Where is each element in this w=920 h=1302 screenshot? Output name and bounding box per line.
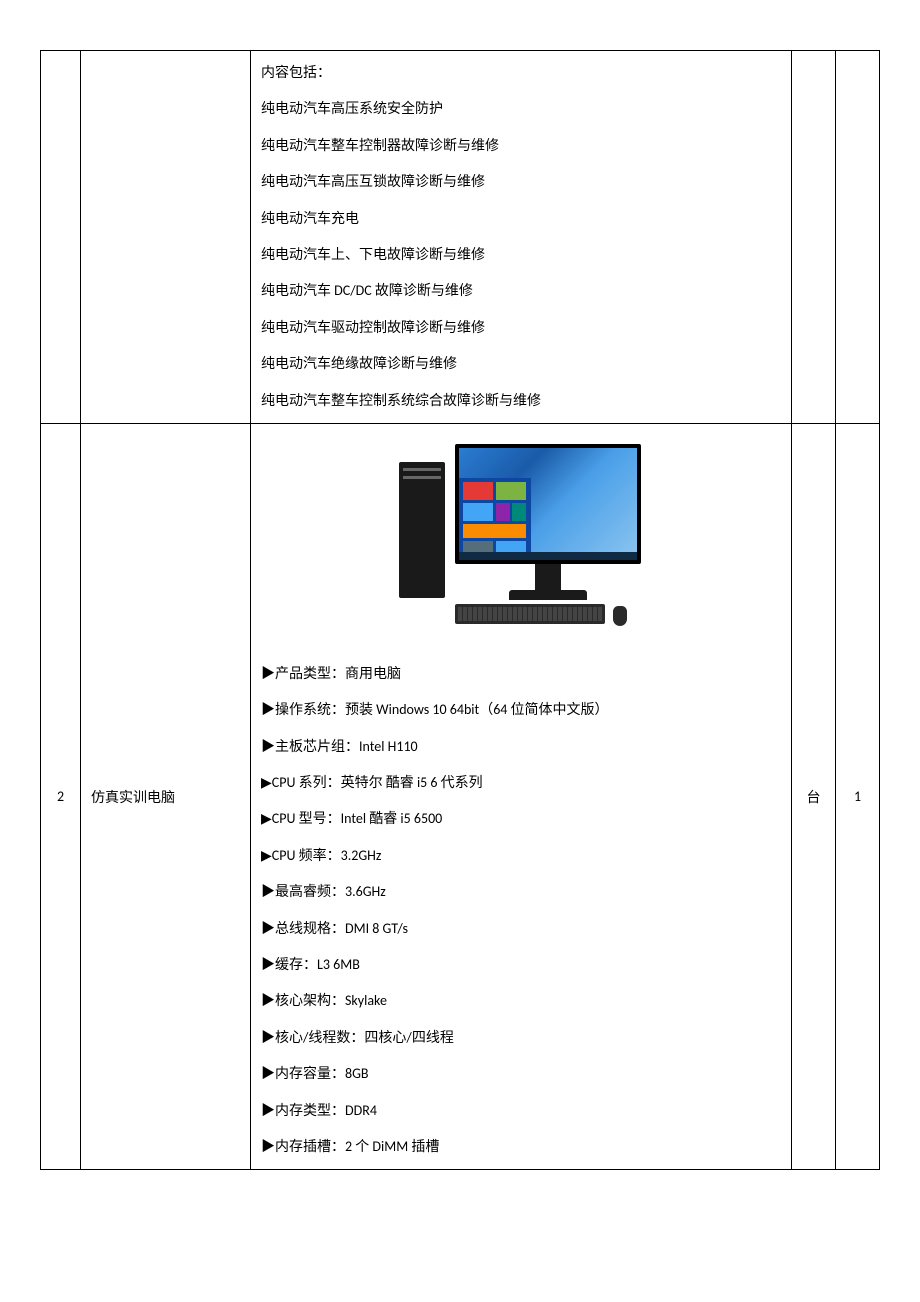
desc-line: 纯电动汽车绝缘故障诊断与维修 (257, 346, 785, 382)
pc-tower-icon (399, 462, 445, 598)
monitor-base-icon (509, 590, 587, 600)
cell-name: 仿真实训电脑 (81, 423, 251, 1169)
desc-line: 纯电动汽车上、下电故障诊断与维修 (257, 237, 785, 273)
spec-line: ▶CPU 型号：Intel 酷睿 i5 6500 (257, 801, 785, 837)
cell-qty (836, 51, 880, 424)
cell-description: 内容包括： 纯电动汽车高压系统安全防护 纯电动汽车整车控制器故障诊断与维修 纯电… (251, 51, 792, 424)
spec-line: ▶CPU 频率：3.2GHz (257, 838, 785, 874)
spec-line: ▶CPU 系列：英特尔 酷睿 i5 6 代系列 (257, 765, 785, 801)
desc-line: 内容包括： (257, 55, 785, 91)
spec-line: ▶产品类型：商用电脑 (257, 656, 785, 692)
keyboard-icon (455, 604, 605, 624)
desc-line: 纯电动汽车 DC/DC 故障诊断与维修 (257, 273, 785, 309)
spec-line: ▶核心架构：Skylake (257, 983, 785, 1019)
spec-line: ▶缓存：L3 6MB (257, 947, 785, 983)
spec-line: ▶内存插槽：2 个 DiMM 插槽 (257, 1129, 785, 1165)
desc-line: 纯电动汽车驱动控制故障诊断与维修 (257, 310, 785, 346)
cell-unit: 台 (792, 423, 836, 1169)
spec-line: ▶操作系统：预装 Windows 10 64bit（64 位简体中文版） (257, 692, 785, 728)
desc-line: 纯电动汽车高压互锁故障诊断与维修 (257, 164, 785, 200)
cell-qty: 1 (836, 423, 880, 1169)
desc-line: 纯电动汽车高压系统安全防护 (257, 91, 785, 127)
spec-table: 内容包括： 纯电动汽车高压系统安全防护 纯电动汽车整车控制器故障诊断与维修 纯电… (40, 50, 880, 1170)
monitor-icon (455, 444, 641, 564)
cell-description: ▶产品类型：商用电脑 ▶操作系统：预装 Windows 10 64bit（64 … (251, 423, 792, 1169)
monitor-stand-icon (535, 564, 561, 592)
table-row: 2 仿真实训电脑 (41, 423, 880, 1169)
cell-name (81, 51, 251, 424)
spec-line: ▶主板芯片组：Intel H110 (257, 729, 785, 765)
cell-unit (792, 51, 836, 424)
desc-line: 纯电动汽车整车控制系统综合故障诊断与维修 (257, 383, 785, 419)
start-menu-icon (459, 478, 531, 560)
spec-line: ▶内存类型：DDR4 (257, 1093, 785, 1129)
screen-icon (459, 448, 637, 560)
cell-num: 2 (41, 423, 81, 1169)
taskbar-icon (459, 552, 637, 560)
desc-line: 纯电动汽车充电 (257, 201, 785, 237)
spec-line: ▶最高睿频：3.6GHz (257, 874, 785, 910)
table-row: 内容包括： 纯电动汽车高压系统安全防护 纯电动汽车整车控制器故障诊断与维修 纯电… (41, 51, 880, 424)
computer-product-image (391, 438, 651, 638)
cell-num (41, 51, 81, 424)
spec-line: ▶核心/线程数：四核心/四线程 (257, 1020, 785, 1056)
spec-line: ▶内存容量：8GB (257, 1056, 785, 1092)
desc-line: 纯电动汽车整车控制器故障诊断与维修 (257, 128, 785, 164)
mouse-icon (613, 606, 627, 626)
spec-line: ▶总线规格：DMI 8 GT/s (257, 911, 785, 947)
